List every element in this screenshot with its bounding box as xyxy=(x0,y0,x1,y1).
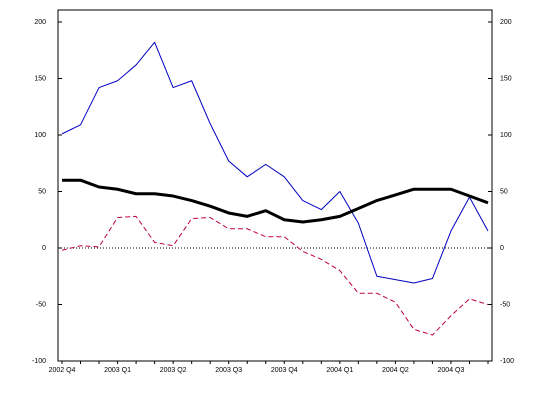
x-tick-label: 2004 Q1 xyxy=(326,367,353,374)
y-tick-label: 100 xyxy=(34,132,46,139)
x-tick-label: 2004 Q3 xyxy=(438,367,465,374)
y2-tick-label: -100 xyxy=(500,358,514,365)
y2-tick-label: 0 xyxy=(500,245,504,252)
x-tick-label: 2003 Q4 xyxy=(271,367,298,374)
x-tick-label: 2003 Q2 xyxy=(160,367,187,374)
y-tick-label: 50 xyxy=(38,188,46,195)
plot-frame xyxy=(57,9,493,362)
series-line xyxy=(61,215,489,336)
x-tick-label: 2003 Q1 xyxy=(104,367,131,374)
series-line xyxy=(61,41,489,284)
x-tick-label: 2004 Q2 xyxy=(382,367,409,374)
series-line xyxy=(62,178,489,224)
y-tick-label: -100 xyxy=(32,358,46,365)
y2-tick-label: -50 xyxy=(500,301,510,308)
y-tick-label: 200 xyxy=(34,19,46,26)
y2-tick-label: 50 xyxy=(500,188,508,195)
x-tick-label: 2002 Q4 xyxy=(49,367,76,374)
y2-tick-label: 200 xyxy=(500,19,512,26)
y-tick-label: 0 xyxy=(42,245,46,252)
y-tick-label: -50 xyxy=(36,301,46,308)
y2-tick-label: 150 xyxy=(500,75,512,82)
y2-tick-label: 100 xyxy=(500,132,512,139)
x-tick-label: 2003 Q3 xyxy=(215,367,242,374)
y-tick-label: 150 xyxy=(34,75,46,82)
